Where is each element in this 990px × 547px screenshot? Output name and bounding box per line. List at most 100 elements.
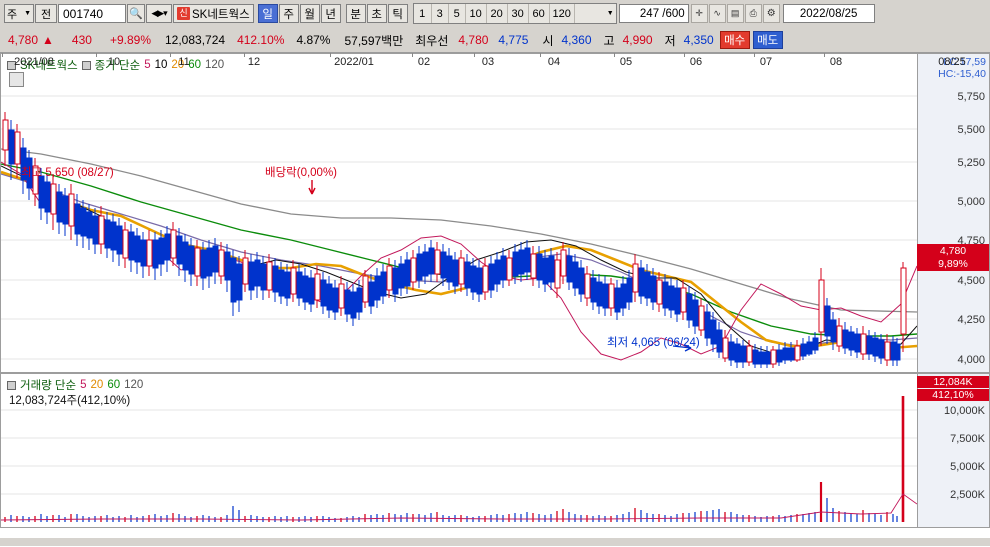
status-bar (0, 538, 990, 546)
stock-type-dropdown[interactable]: 주 ▼ (4, 4, 34, 23)
xtick-03: 03 (481, 56, 495, 68)
price-change-pct: +9.89% (110, 33, 151, 47)
price-axis: LC:17,59 HC:-15,40 5,750 5,500 5,250 5,0… (917, 54, 989, 372)
volume-legend-ma120[interactable]: 120 (124, 379, 144, 391)
low-price-value: 4,350 (683, 33, 714, 47)
xtick-07: 07 (759, 56, 773, 68)
tick-1-label: 1 (419, 7, 426, 20)
tick-120[interactable]: 120 (548, 4, 574, 23)
xtick-08-25: 08/25 (938, 56, 966, 68)
chart-container: SK네트웍스 종가 단순 5 10 20 60 120 최고 5,650 (08… (0, 52, 990, 547)
trade-amount-value: 57,597백만 (344, 33, 404, 48)
volume-value: 12,083,724 (165, 33, 226, 47)
date-value: 2022/08/25 (799, 7, 858, 20)
xtick-2021-08: 2021/08 (14, 56, 54, 68)
chevron-down-icon: ▼ (24, 10, 31, 17)
volume-legend-ma60[interactable]: 60 (107, 379, 121, 391)
volume-legend-ma5[interactable]: 5 (80, 379, 87, 391)
crosshair-icon[interactable]: ✛ (690, 4, 708, 23)
chart-tool-icon[interactable] (9, 72, 24, 87)
current-price-marker-pct: 9,89% (917, 258, 989, 271)
legend-ma5[interactable]: 5 (144, 59, 151, 71)
open-label: 시 (542, 32, 553, 49)
tick-10[interactable]: 10 (464, 4, 486, 23)
price-tick-5250: 5,250 (957, 157, 985, 169)
buy-button[interactable]: 매수 (719, 31, 750, 49)
best-quote-label: 최우선 (415, 32, 448, 49)
best-bid: 4,780 (458, 33, 488, 47)
xtick-06: 06 (689, 56, 703, 68)
period-tick-label: 틱 (392, 8, 403, 21)
tick-30[interactable]: 30 (506, 4, 528, 23)
date-input[interactable]: 2022/08/25 (782, 4, 875, 23)
period-day[interactable]: 일 (257, 4, 278, 23)
period-month[interactable]: 월 (299, 4, 320, 23)
best-ask-value: 4,775 (498, 33, 529, 47)
price-change: 430 (72, 33, 92, 47)
best-ask: 4,775 (498, 33, 528, 47)
annotation-low: 최저 4,065 (06/24) (607, 337, 700, 349)
volume-tick-10000k: 10,000K (944, 405, 985, 417)
tick-1[interactable]: 1 (413, 4, 431, 23)
bar-count-display[interactable]: 247 /600 (618, 4, 689, 23)
price-chart-pane[interactable]: SK네트웍스 종가 단순 5 10 20 60 120 최고 5,650 (08… (0, 53, 990, 373)
main-toolbar: 주 ▼ 전 001740 🔍 ◀▶▾ 신 SK네트웍스 일 주 월 년 분 초 … (0, 0, 990, 27)
legend-ma60[interactable]: 60 (188, 59, 201, 71)
chevron-down-icon[interactable]: ▼ (573, 4, 616, 23)
volume-tick-2500k: 2,500K (950, 489, 985, 501)
current-price-marker: 4,780 9,89% (917, 244, 989, 271)
stock-name-display[interactable]: 신 SK네트웍스 (173, 4, 254, 23)
tick-5[interactable]: 5 (447, 4, 465, 23)
stock-code-input[interactable]: 001740 (58, 4, 126, 23)
tick-60-label: 60 (532, 7, 545, 20)
volume-chart-pane[interactable]: 거래량 단순 5 20 60 120 12,083,724주(412,10%) … (0, 373, 990, 528)
legend-ma120[interactable]: 120 (204, 59, 225, 71)
legend-ma20[interactable]: 20 (171, 59, 185, 71)
volume-info-text: 12,083,724주(412,10%) (9, 395, 131, 407)
price-change-pct-value: +9.89% (109, 33, 151, 47)
save-icon[interactable]: ▤ (726, 4, 744, 23)
volume-legend-title: 거래량 단순 (20, 380, 77, 392)
candlestick-series (2, 112, 907, 368)
period-week[interactable]: 주 (278, 4, 299, 23)
buy-button-label: 매수 (724, 35, 746, 47)
gear-icon[interactable]: ⚙ (762, 4, 780, 23)
xtick-02: 02 (417, 56, 431, 68)
tick-10-label: 10 (469, 7, 482, 20)
best-bid-value: 4,780 (458, 33, 489, 47)
trade-amount: 57,597백만 (344, 32, 403, 49)
period-year[interactable]: 년 (320, 4, 341, 23)
tick-30-label: 30 (511, 7, 524, 20)
annotation-high: 최고 5,650 (08/27) (21, 167, 114, 179)
price-tick-4000: 4,000 (957, 354, 985, 366)
nav-arrows-icon[interactable]: ◀▶▾ (146, 4, 172, 23)
sell-button[interactable]: 매도 (752, 31, 783, 49)
legend-marker-icon-vol (7, 380, 16, 390)
search-icon[interactable]: 🔍 (127, 4, 145, 23)
prev-button[interactable]: 전 (35, 4, 57, 23)
period-tick[interactable]: 틱 (387, 4, 408, 23)
print-icon[interactable]: ⎙ (744, 4, 762, 23)
xtick-2022-01: 2022/01 (334, 56, 374, 68)
price-tick-5500: 5,500 (957, 124, 985, 136)
legend-ma10[interactable]: 10 (154, 59, 168, 71)
tick-3[interactable]: 3 (430, 4, 448, 23)
lc-value: LC:17,59 (943, 56, 986, 68)
high-price: 4,990 (623, 33, 653, 47)
current-price: 4,780 (8, 33, 38, 47)
period-month-label: 월 (304, 8, 315, 21)
volume: 12,083,724 (165, 33, 225, 47)
low-label-text: 저 (664, 33, 676, 48)
volume-ma5-line (1, 493, 917, 521)
tick-interval-group[interactable]: 1 3 5 10 20 30 60 120 ▼ (412, 3, 617, 24)
price-tick-5000: 5,000 (957, 196, 985, 208)
annotation-arrows (308, 180, 692, 352)
period-minute[interactable]: 분 (345, 4, 366, 23)
tick-60[interactable]: 60 (527, 4, 549, 23)
xtick-05: 05 (619, 56, 633, 68)
wave-icon[interactable]: ∿ (708, 4, 726, 23)
tick-20[interactable]: 20 (485, 4, 507, 23)
volume-legend-ma20[interactable]: 20 (90, 379, 104, 391)
period-second[interactable]: 초 (366, 4, 387, 23)
